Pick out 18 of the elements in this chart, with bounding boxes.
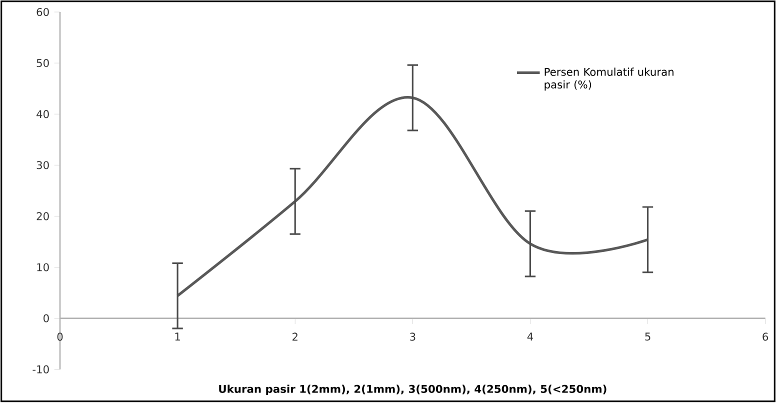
y-tick-label: 20 — [36, 212, 49, 220]
legend-label: Persen Komulatif ukuran pasir (%) — [544, 68, 674, 91]
x-tick-label: 1 — [175, 332, 180, 341]
y-tick-label: 40 — [36, 110, 49, 118]
y-tick-label: 60 — [36, 8, 49, 16]
x-tick-label: 5 — [645, 332, 650, 341]
x-tick-label: 6 — [762, 332, 768, 341]
x-tick-label: 4 — [527, 332, 534, 341]
y-tick-label: 50 — [36, 59, 49, 68]
x-tick-label: 3 — [410, 332, 416, 341]
line-series — [176, 96, 650, 298]
y-tick-label: 0 — [44, 314, 49, 322]
x-tick-label: 2 — [292, 332, 298, 341]
y-tick-label: 30 — [36, 161, 49, 170]
x-axis-title: Ukuran pasir 1(2mm), 2(1mm), 3(500nm), 4(250nm), 5(<250nm) — [219, 384, 606, 396]
y-tick-label: 10 — [37, 263, 49, 272]
x-tick-label: 0 — [57, 332, 63, 341]
y-tick-label: -10 — [32, 365, 49, 374]
